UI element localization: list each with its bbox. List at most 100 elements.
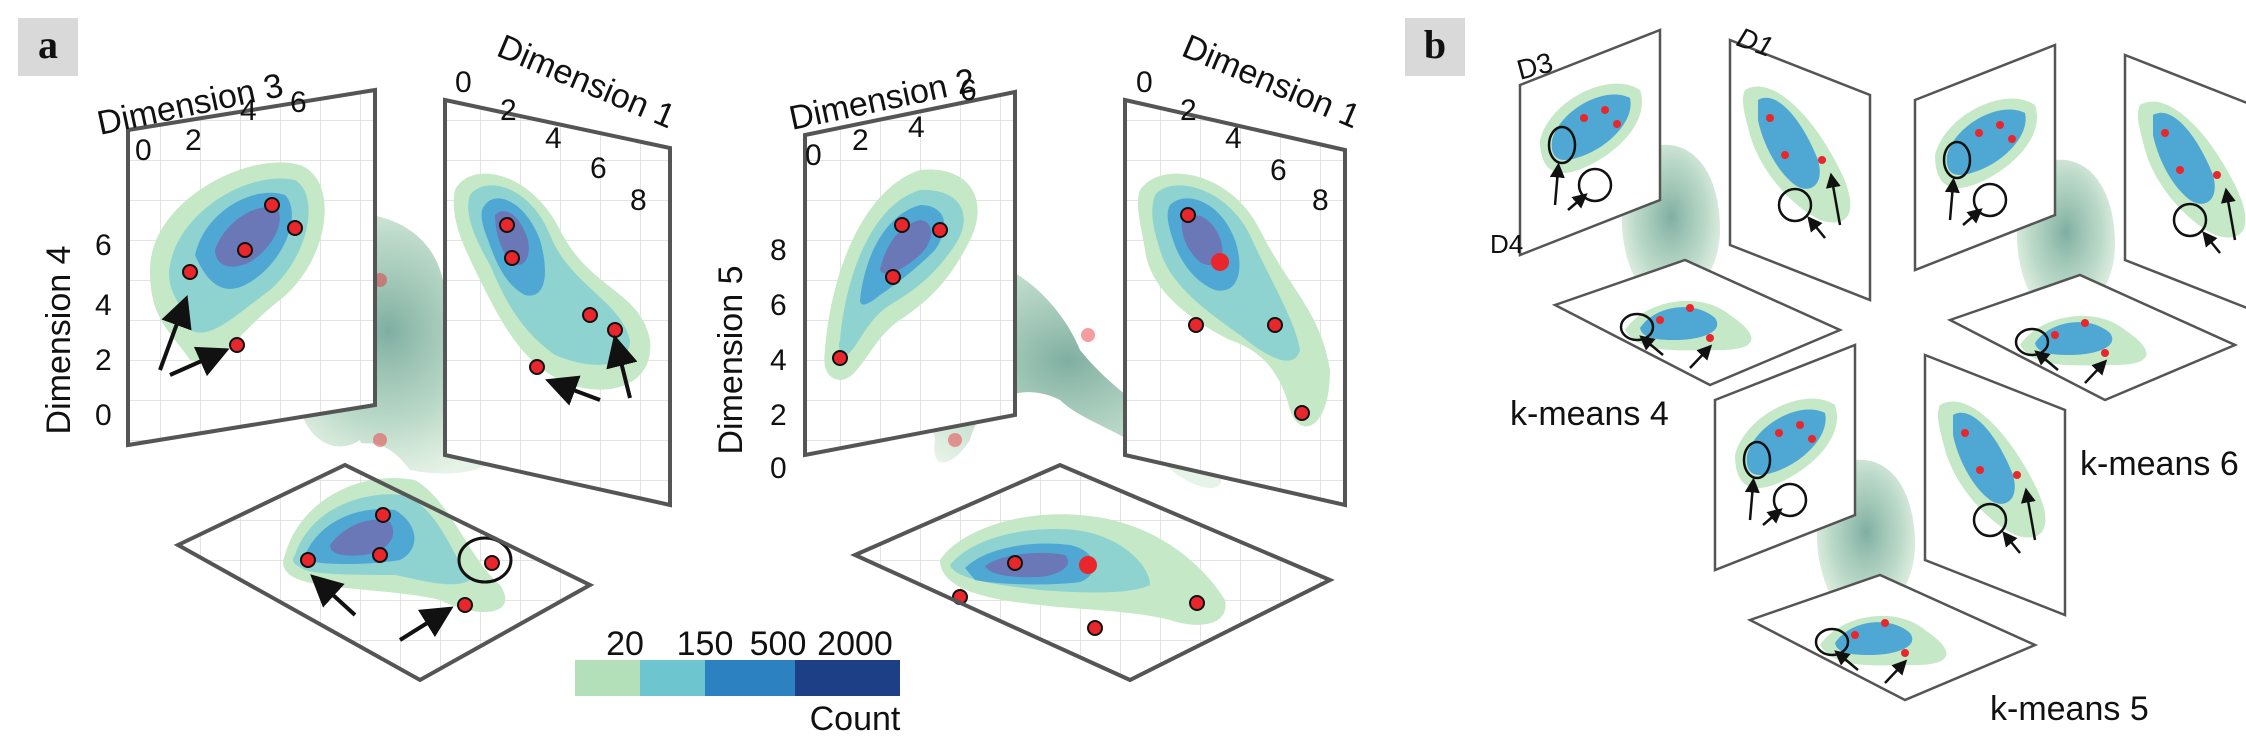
centroid-point xyxy=(300,552,316,568)
ticks-top-left: 0 2 4 6 xyxy=(135,86,307,167)
centroid-point xyxy=(375,507,391,523)
centroid-point xyxy=(229,337,245,353)
colorbar-tick: 2000 xyxy=(817,625,893,663)
kmeans-4-label: k-means 4 xyxy=(1510,395,1669,433)
tick: 8 xyxy=(1312,184,1329,217)
centroid-point xyxy=(372,547,388,563)
centroid-point xyxy=(1180,207,1196,223)
contour-500 xyxy=(1551,94,1631,160)
tick: 4 xyxy=(545,122,562,155)
colorbar-swatch xyxy=(705,660,795,696)
centroid-point xyxy=(504,250,520,266)
tick: 6 xyxy=(770,289,787,322)
tick: 0 xyxy=(95,399,112,432)
point xyxy=(1781,151,1789,159)
ticks-top-right: 0 2 4 6 8 xyxy=(455,66,647,217)
tick: 4 xyxy=(240,94,257,127)
arrow xyxy=(1567,193,1588,211)
plane-dim1-right-2 xyxy=(1123,97,1347,508)
kmeans-4-group xyxy=(1518,28,1872,387)
outlier-circle xyxy=(1577,167,1613,203)
tick: 4 xyxy=(1225,122,1242,155)
tick: 4 xyxy=(908,111,925,144)
contour-500 xyxy=(1758,97,1820,189)
plane-frame xyxy=(173,462,595,683)
centroid-point xyxy=(894,217,910,233)
tick: 8 xyxy=(770,234,787,267)
plane-floor-2 xyxy=(850,462,1335,683)
plane-frame xyxy=(803,89,1017,458)
ticks-left: 6 4 2 0 xyxy=(95,229,112,432)
point xyxy=(1613,120,1621,128)
contour-2000 xyxy=(985,552,1069,578)
tick: 0 xyxy=(805,139,822,172)
contour-2000 xyxy=(880,220,932,274)
centroid-point xyxy=(1294,405,1310,421)
plane-dim2-dim5 xyxy=(803,89,1017,458)
plane-frame xyxy=(850,462,1335,683)
cloud-point xyxy=(948,433,962,447)
colorbar-swatch xyxy=(640,660,705,696)
colorbar-tick: 20 xyxy=(606,625,644,663)
kmeans-5-group xyxy=(1715,345,2065,700)
tick: 0 xyxy=(770,452,787,485)
tick: 6 xyxy=(95,229,112,262)
point xyxy=(1601,106,1609,114)
panel-a-tag: a xyxy=(38,22,58,67)
tick: 2 xyxy=(500,94,517,127)
plane-floor-1 xyxy=(173,462,595,683)
tick: 2 xyxy=(95,344,112,377)
colorbar-swatch xyxy=(575,660,640,696)
kmeans-5-label: k-means 5 xyxy=(1990,690,2149,728)
colorbar-tick: 150 xyxy=(677,625,734,663)
tick: 0 xyxy=(1136,66,1153,99)
tick: 6 xyxy=(1270,154,1287,187)
point xyxy=(1706,334,1714,342)
axis-label-left: Dimension 5 xyxy=(712,266,750,455)
centroid-point xyxy=(182,264,198,280)
point xyxy=(1656,316,1664,324)
arrow xyxy=(158,294,192,371)
cloud-point xyxy=(1081,328,1095,342)
colorbar: 20 150 500 2000 Count xyxy=(575,625,901,738)
tick: 6 xyxy=(290,86,307,119)
cloud-point xyxy=(373,433,387,447)
panel-a-tag-box xyxy=(18,18,78,76)
tick: 6 xyxy=(960,74,977,107)
colorbar-swatch xyxy=(795,660,900,696)
plane-frame xyxy=(1123,97,1347,508)
centroid-point xyxy=(1188,317,1204,333)
centroid-point xyxy=(529,359,545,375)
outlier-circle xyxy=(1619,312,1655,342)
ticks-top-left: 0 2 4 6 xyxy=(805,74,977,172)
kmeans-6-group xyxy=(1915,45,2246,400)
contour-2000 xyxy=(215,207,280,267)
centroid-point xyxy=(1007,555,1023,571)
plane-frame xyxy=(443,97,672,508)
tick: 2 xyxy=(770,399,787,432)
plane-dim3-dim4 xyxy=(126,87,377,448)
tick: 0 xyxy=(455,66,472,99)
contour-2000 xyxy=(1181,214,1223,266)
ticks-left: 8 6 4 2 0 xyxy=(770,234,787,485)
arrow xyxy=(310,574,357,617)
tick: 2 xyxy=(1180,94,1197,127)
arrow xyxy=(169,346,230,377)
panel-b-tag-box xyxy=(1405,18,1465,76)
colorbar-tick: 500 xyxy=(750,625,807,663)
colorbar-title: Count xyxy=(810,700,901,738)
centroid-point xyxy=(484,555,500,571)
centroid-point xyxy=(582,307,598,323)
tick: 2 xyxy=(852,124,869,157)
centroid-point xyxy=(932,222,948,238)
arrow xyxy=(398,606,454,642)
point xyxy=(1766,114,1774,122)
centroid-point xyxy=(1189,595,1205,611)
centroid-point xyxy=(1211,253,1229,271)
centroid-point xyxy=(1079,556,1097,574)
point xyxy=(1686,304,1694,312)
point xyxy=(1818,156,1826,164)
centroid-point xyxy=(457,597,473,613)
contour-500 xyxy=(1640,307,1718,340)
